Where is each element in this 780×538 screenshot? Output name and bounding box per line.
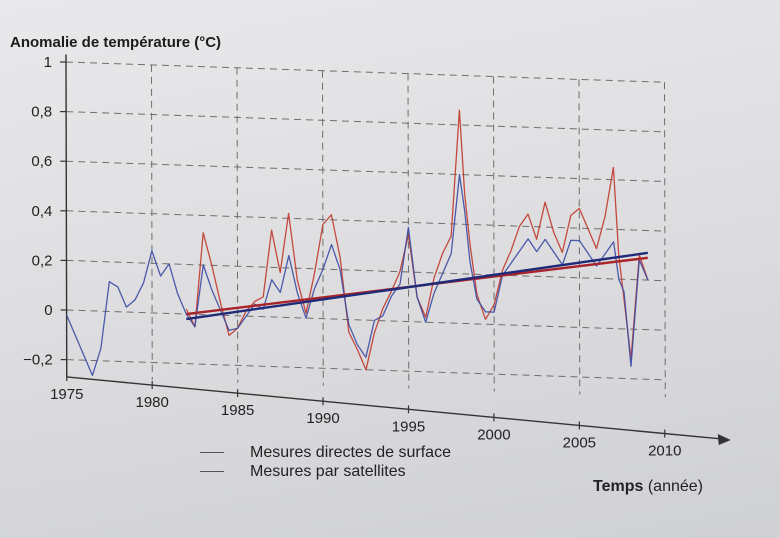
y-tick-label: 0,6	[31, 153, 52, 170]
y-tick-label: 0	[44, 302, 52, 319]
grid-v-right	[664, 82, 666, 398]
x-tick-label: 2005	[563, 434, 596, 451]
trend-line-1	[186, 251, 648, 321]
x-axis-title-rest: (année)	[643, 478, 703, 495]
grid-h-5	[66, 309, 666, 331]
legend-item-surface: Mesures directes de surface	[200, 443, 451, 462]
legend-label-satellite: Mesures par satellites	[250, 463, 406, 480]
series-line-0	[185, 109, 649, 371]
grid-h-6	[66, 359, 666, 381]
legend-swatch-satellite	[200, 471, 224, 472]
grid-v-4	[493, 76, 495, 392]
x-tick-label: 2000	[477, 426, 510, 443]
grid	[65, 61, 666, 398]
x-axis-arrow	[717, 433, 731, 445]
grid-h-3	[66, 210, 665, 232]
series-line-1	[66, 173, 649, 377]
grid-v-1	[236, 67, 239, 383]
legend-label-surface: Mesures directes de surface	[250, 444, 451, 461]
x-tick-label: 1995	[392, 418, 425, 435]
series-group	[66, 109, 649, 377]
grid-h-4	[66, 259, 665, 282]
x-tick-label: 1990	[306, 410, 339, 427]
y-axis-line	[65, 54, 68, 377]
x-tick-label: 1985	[221, 402, 254, 419]
y-tick-label: 1	[44, 54, 52, 71]
grid-h-2	[66, 160, 665, 182]
x-axis-title: Temps (année)	[593, 478, 703, 495]
x-axis-title-bold: Temps	[593, 478, 643, 495]
x-axis-line	[66, 376, 722, 440]
y-tick-label: −0,2	[23, 352, 53, 369]
grid-v-0	[151, 64, 153, 380]
x-tick-label: 2010	[648, 443, 681, 460]
y-tick-label: 0,4	[32, 203, 53, 220]
y-tick-label: 0,8	[31, 104, 52, 121]
grid-h-0	[65, 61, 665, 83]
grid-v-5	[578, 79, 581, 395]
y-tick-label: 0,2	[32, 252, 53, 269]
legend-item-satellite: Mesures par satellites	[200, 462, 451, 481]
legend: Mesures directes de surface Mesures par …	[200, 443, 451, 481]
y-axis-title: Anomalie de température (°C)	[10, 34, 221, 51]
legend-swatch-surface	[200, 452, 224, 453]
x-tick-label: 1980	[136, 394, 169, 411]
x-tick-label: 1975	[50, 386, 83, 403]
tick-labels: 1 0,8 0,6 0,4 0,2 0 −0,2 1975 1980 1985 1990 1995 20…	[23, 54, 681, 460]
axes	[60, 54, 731, 445]
grid-h-1	[66, 111, 665, 133]
trend-lines	[186, 251, 648, 321]
